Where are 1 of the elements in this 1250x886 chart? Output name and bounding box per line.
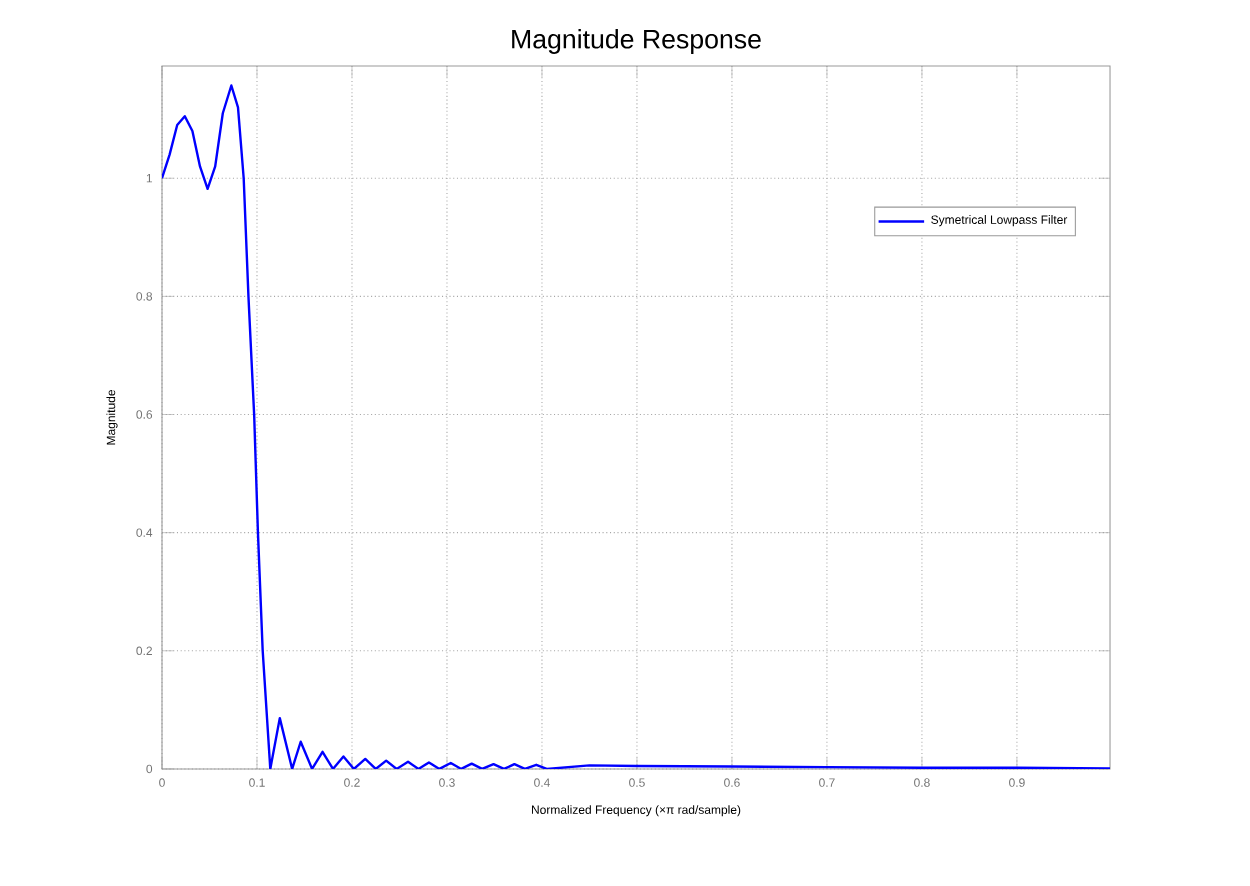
chart-title: Magnitude Response <box>512 29 761 54</box>
